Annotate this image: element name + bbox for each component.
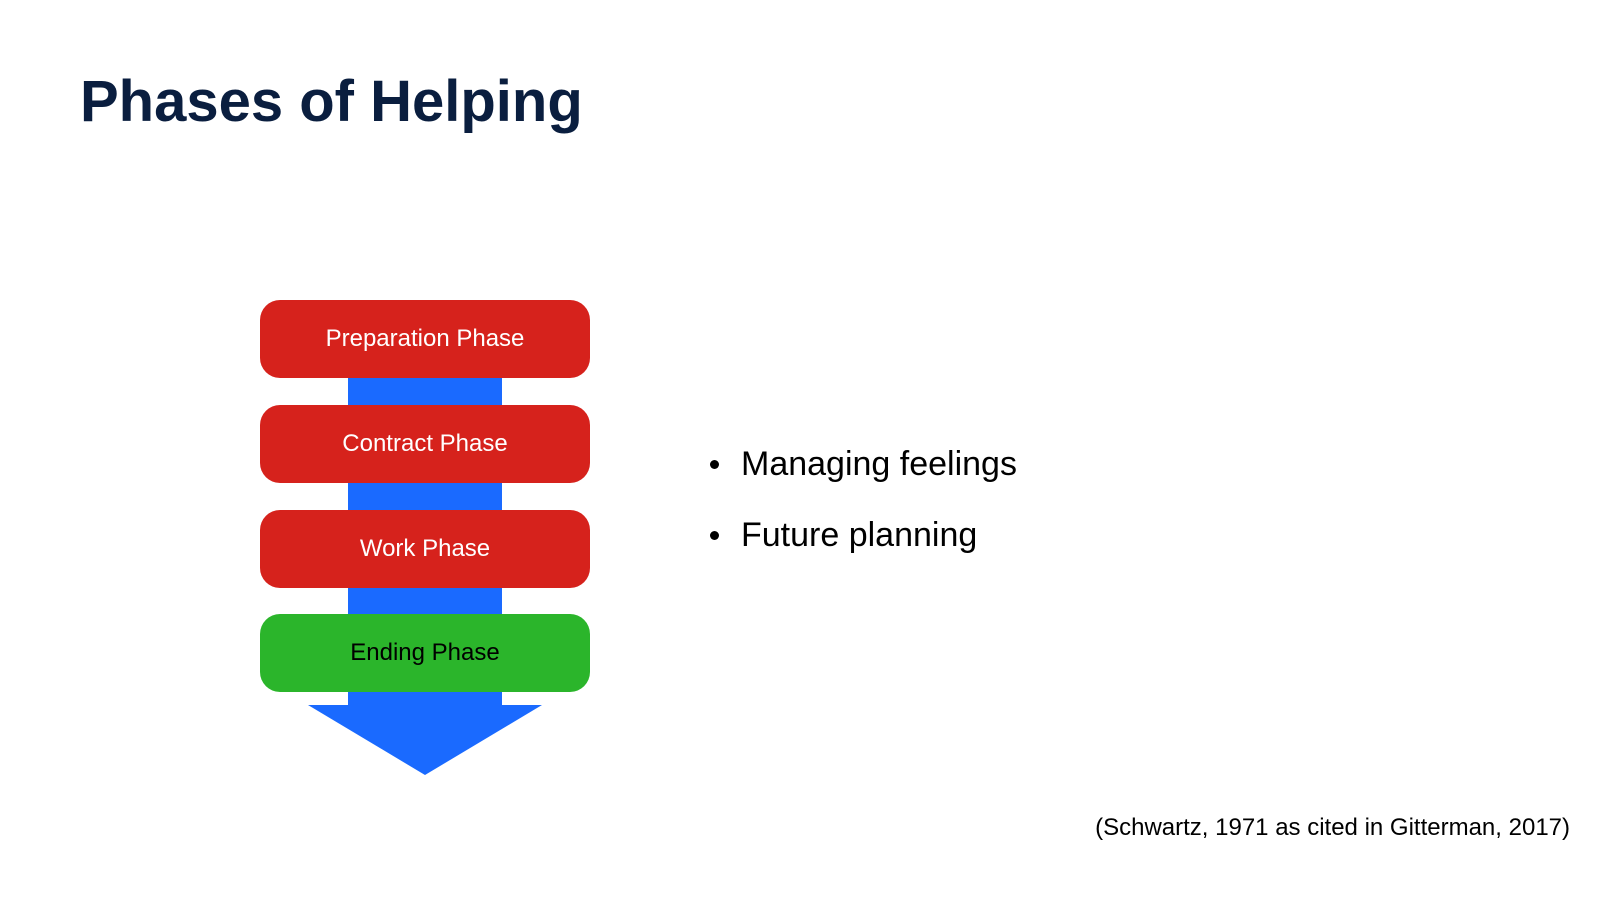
phase-label: Work Phase xyxy=(360,535,490,563)
bullet-dot-icon xyxy=(710,531,719,540)
phase-box-contract: Contract Phase xyxy=(260,405,590,483)
list-item: Future planning xyxy=(710,516,1017,555)
phase-label: Contract Phase xyxy=(342,430,507,458)
phase-label: Ending Phase xyxy=(350,639,499,667)
phase-box-work: Work Phase xyxy=(260,510,590,588)
phases-diagram: Preparation Phase Contract Phase Work Ph… xyxy=(260,300,590,776)
slide-title: Phases of Helping xyxy=(80,68,583,135)
phase-box-preparation: Preparation Phase xyxy=(260,300,590,378)
phase-box-ending: Ending Phase xyxy=(260,614,590,692)
bullet-text: Future planning xyxy=(741,516,977,555)
bullet-dot-icon xyxy=(710,460,719,469)
bullet-list: Managing feelings Future planning xyxy=(710,445,1017,587)
arrow-head-icon xyxy=(308,705,542,775)
citation-text: (Schwartz, 1971 as cited in Gitterman, 2… xyxy=(1095,814,1570,842)
bullet-text: Managing feelings xyxy=(741,445,1017,484)
list-item: Managing feelings xyxy=(710,445,1017,484)
phase-label: Preparation Phase xyxy=(326,325,525,353)
